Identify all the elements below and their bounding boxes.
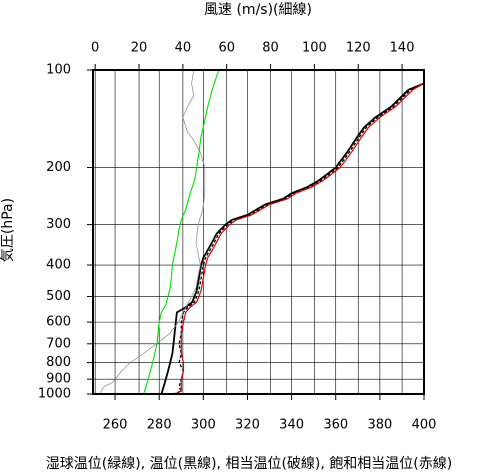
y-axis-title: 気圧(hPa): [0, 198, 16, 262]
series-line-equivalent-potential-temperature: [172, 82, 425, 395]
plot-frame: [92, 69, 425, 395]
pressure-tick-label: 700: [46, 336, 71, 351]
bottom-tick-label: 260: [103, 418, 128, 433]
series-group: [99, 69, 425, 395]
bottom-tick-label: 340: [279, 418, 304, 433]
top-tick-label: 80: [262, 41, 279, 56]
bottom-tick-label: 320: [235, 418, 260, 433]
pressure-tick-label: 900: [46, 372, 71, 387]
top-tick-label: 60: [218, 41, 235, 56]
top-tick-label: 120: [346, 41, 371, 56]
tick-marks: [87, 64, 425, 400]
tick-labels: 0 20 40 60 80 100 120 140 260 280 300 320 340 360 380 4…: [38, 41, 437, 433]
top-axis-title: 風速 (m/s)(細線): [204, 2, 312, 18]
pressure-tick-label: 1000: [38, 387, 71, 402]
pressure-tick-label: 400: [46, 258, 71, 273]
pressure-tick-label: 600: [46, 315, 71, 330]
bottom-axis-title: 湿球温位(緑線), 温位(黒線), 相当温位(破線), 飽和相当温位(赤線): [46, 455, 452, 472]
bottom-tick-label: 380: [367, 418, 392, 433]
bottom-tick-label: 300: [191, 418, 216, 433]
top-tick-label: 140: [390, 41, 415, 56]
top-tick-label: 100: [302, 41, 327, 56]
top-tick-label: 20: [131, 41, 148, 56]
bottom-tick-label: 280: [147, 418, 172, 433]
series-line-saturated-equivalent-potential-temperature: [174, 82, 425, 395]
pressure-tick-label: 500: [46, 289, 71, 304]
series-line-potential-temperature: [160, 82, 425, 395]
pressure-tick-label: 300: [46, 217, 71, 232]
top-tick-label: 40: [175, 41, 192, 56]
top-tick-label: 0: [91, 41, 99, 56]
pressure-tick-label: 200: [46, 160, 71, 175]
series-line-wet-bulb-potential-temperature: [143, 69, 220, 395]
pressure-tick-label: 100: [46, 63, 71, 78]
series-line-wind-speed: [99, 69, 206, 395]
bottom-tick-label: 360: [323, 418, 348, 433]
bottom-tick-label: 400: [412, 418, 437, 433]
pressure-tick-label: 800: [46, 355, 71, 370]
